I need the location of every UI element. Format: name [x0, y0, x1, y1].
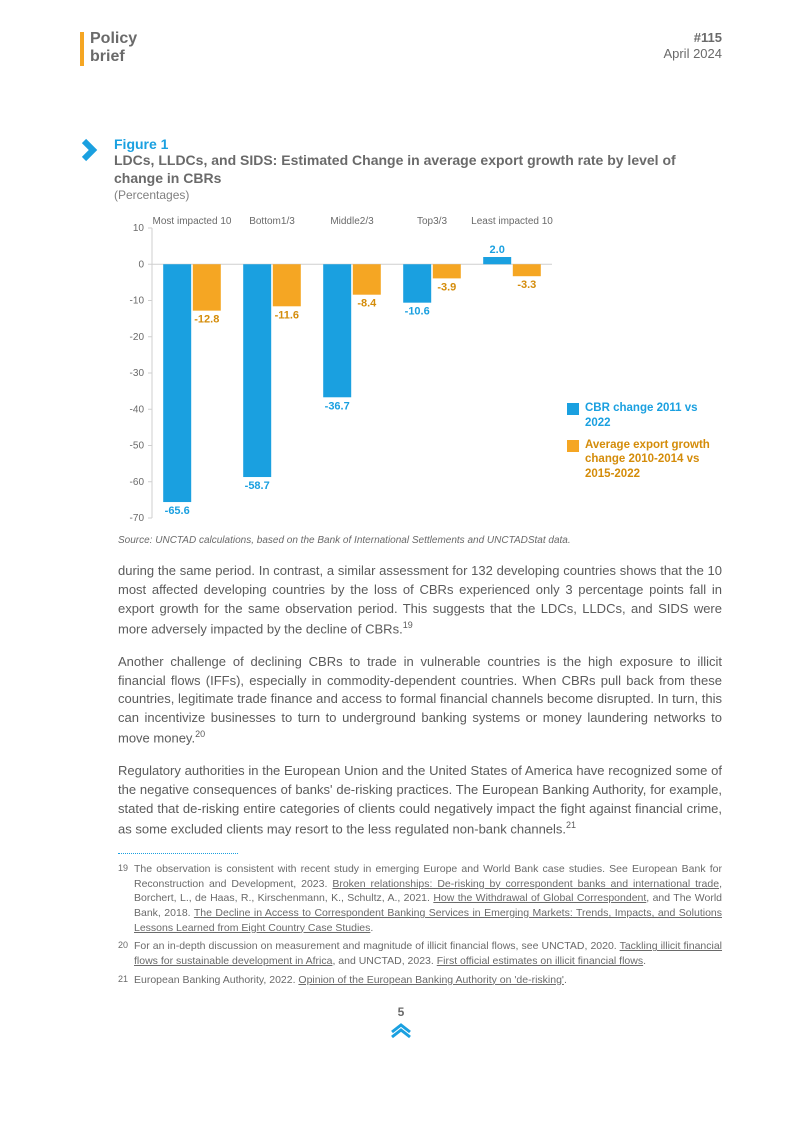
chevron-right-icon: [80, 138, 104, 162]
footnote-19-link3[interactable]: The Decline in Access to Correspondent B…: [134, 907, 722, 934]
paragraph-3: Regulatory authorities in the European U…: [118, 762, 722, 839]
svg-text:-10: -10: [130, 296, 145, 307]
issue-number: #115: [663, 30, 722, 46]
svg-text:-50: -50: [130, 441, 145, 452]
svg-text:-3.9: -3.9: [437, 281, 456, 293]
footnote-21-a: European Banking Authority, 2022.: [134, 974, 298, 986]
svg-text:-60: -60: [130, 477, 145, 488]
figure-header: Figure 1 LDCs, LLDCs, and SIDS: Estimate…: [80, 136, 722, 202]
svg-text:-3.3: -3.3: [517, 279, 536, 291]
chevron-up-icon: [389, 1023, 413, 1039]
footnote-19-num: 19: [118, 862, 128, 875]
header-right: #115 April 2024: [663, 30, 722, 61]
footnote-19-link1[interactable]: Broken relationships: De-risking by corr…: [332, 878, 719, 890]
footnote-separator: [118, 853, 238, 854]
footnote-20-c: .: [643, 955, 646, 967]
footnote-19: 19 The observation is consistent with re…: [118, 862, 722, 935]
footnote-20-link2[interactable]: First official estimates on illicit fina…: [437, 955, 643, 967]
svg-text:-40: -40: [130, 404, 145, 415]
page-header: Policy brief #115 April 2024: [80, 30, 722, 66]
issue-date: April 2024: [663, 46, 722, 62]
svg-text:-65.6: -65.6: [165, 505, 190, 517]
legend-label-2: Average export growth change 2010-2014 v…: [585, 438, 722, 481]
svg-text:-11.6: -11.6: [275, 309, 299, 321]
svg-text:-36.7: -36.7: [325, 400, 350, 412]
brief-title-line2: brief: [90, 48, 125, 65]
figure-title: LDCs, LLDCs, and SIDS: Estimated Change …: [114, 152, 722, 187]
figure-block: Figure 1 LDCs, LLDCs, and SIDS: Estimate…: [80, 136, 722, 546]
svg-text:Bottom1/3: Bottom1/3: [249, 216, 295, 227]
footnote-20-num: 20: [118, 939, 128, 952]
chart-legend: CBR change 2011 vs 2022 Average export g…: [567, 401, 722, 489]
svg-text:Middle2/3: Middle2/3: [330, 216, 374, 227]
footnote-20-b: , and UNCTAD, 2023.: [332, 955, 436, 967]
source-label: Source:: [118, 535, 152, 546]
svg-text:Least impacted 10: Least impacted 10: [471, 216, 553, 227]
footnote-21-link1[interactable]: Opinion of the European Banking Authorit…: [298, 974, 564, 986]
paragraph-1: during the same period. In contrast, a s…: [118, 562, 722, 639]
footnote-21-b: .: [564, 974, 567, 986]
footnote-ref-20: 20: [195, 729, 205, 739]
footnote-ref-21: 21: [566, 820, 576, 830]
source-text: UNCTAD calculations, based on the Bank o…: [155, 535, 570, 546]
footnote-19-d: .: [370, 922, 373, 934]
paragraph-3-text: Regulatory authorities in the European U…: [118, 763, 722, 836]
svg-text:0: 0: [138, 259, 144, 270]
svg-text:-12.8: -12.8: [194, 314, 219, 326]
paragraph-2-text: Another challenge of declining CBRs to t…: [118, 654, 722, 746]
svg-text:-58.7: -58.7: [245, 480, 270, 492]
figure-titles: Figure 1 LDCs, LLDCs, and SIDS: Estimate…: [114, 136, 722, 202]
svg-text:Most impacted 10: Most impacted 10: [153, 216, 232, 227]
footer-chevron: [80, 1023, 722, 1044]
figure-source: Source: UNCTAD calculations, based on th…: [118, 535, 722, 546]
svg-text:-30: -30: [130, 368, 145, 379]
svg-text:10: 10: [133, 223, 145, 234]
paragraph-1-text: during the same period. In contrast, a s…: [118, 563, 722, 636]
svg-text:-8.4: -8.4: [357, 298, 377, 310]
svg-text:-70: -70: [130, 513, 145, 524]
header-left: Policy brief: [80, 30, 137, 66]
legend-item-1: CBR change 2011 vs 2022: [567, 401, 722, 430]
paragraph-2: Another challenge of declining CBRs to t…: [118, 653, 722, 749]
svg-text:Top3/3: Top3/3: [417, 216, 447, 227]
figure-subtitle: (Percentages): [114, 188, 722, 202]
bar-chart: 10 0 -10 -20 -30 -40 -50 -60 -70 Most impacted 10…: [118, 210, 722, 529]
brief-title: Policy brief: [90, 30, 137, 65]
brief-title-line1: Policy: [90, 30, 137, 47]
legend-swatch-1: [567, 403, 579, 415]
figure-number: Figure 1: [114, 136, 722, 152]
legend-item-2: Average export growth change 2010-2014 v…: [567, 438, 722, 481]
legend-label-1: CBR change 2011 vs 2022: [585, 401, 722, 430]
legend-swatch-2: [567, 440, 579, 452]
footnote-20-a: For an in-depth discussion on measuremen…: [134, 940, 620, 952]
page-number: 5: [80, 1005, 722, 1019]
footnote-20: 20 For an in-depth discussion on measure…: [118, 939, 722, 968]
svg-text:2.0: 2.0: [490, 244, 505, 256]
footnote-ref-19: 19: [403, 620, 413, 630]
svg-text:-10.6: -10.6: [405, 306, 430, 318]
page: Policy brief #115 April 2024 Figure 1 LD…: [0, 0, 802, 1084]
header-accent-bar: [80, 32, 84, 66]
svg-text:-20: -20: [130, 332, 145, 343]
footnote-19-link2[interactable]: How the Withdrawal of Global Corresponde…: [433, 892, 646, 904]
footnote-21: 21 European Banking Authority, 2022. Opi…: [118, 973, 722, 988]
footnote-21-num: 21: [118, 973, 128, 986]
